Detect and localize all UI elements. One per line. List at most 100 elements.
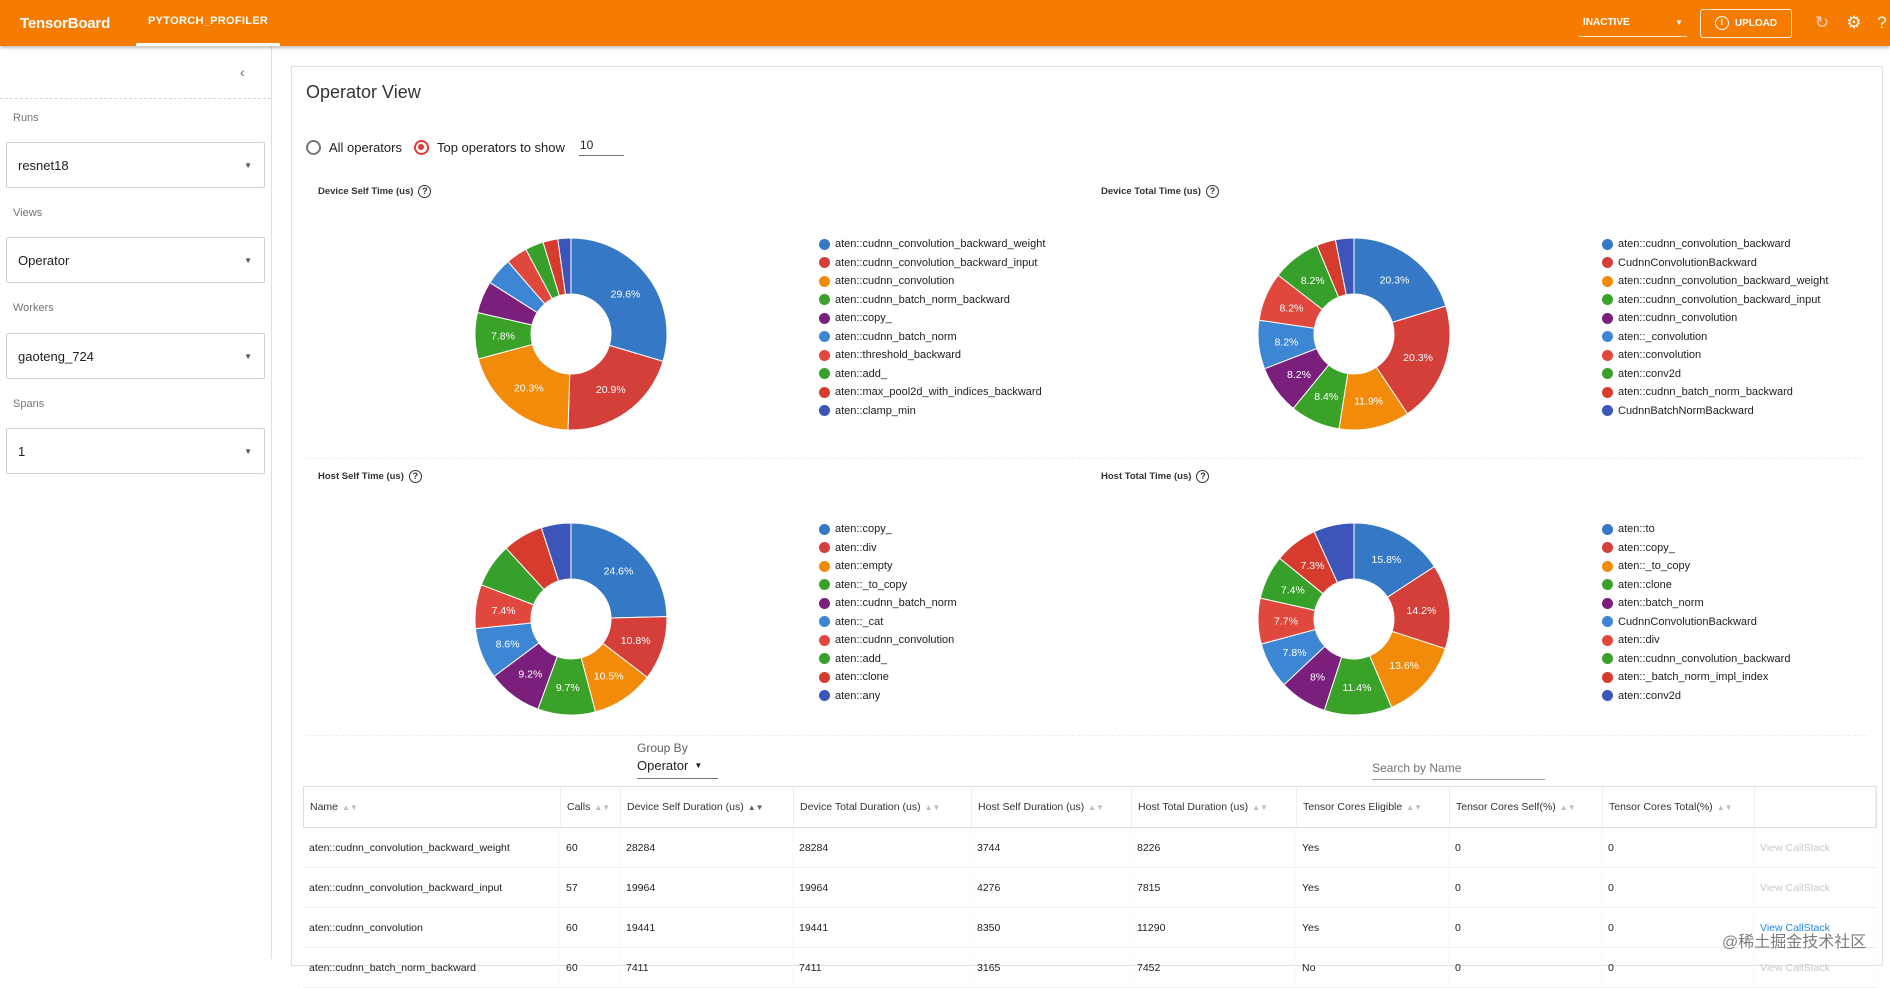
pie-slice[interactable] (540, 522, 572, 582)
legend-item[interactable]: aten::_to_copy (1602, 557, 1790, 576)
legend-item[interactable]: aten::cudnn_batch_norm_backward (1602, 383, 1828, 402)
legend-item[interactable]: aten::add_ (819, 365, 1045, 384)
sort-icon[interactable]: ▲▼ (1088, 802, 1105, 812)
pie-slice-label: 7.8% (1283, 647, 1307, 659)
views-select[interactable]: Operator ▼ (6, 237, 265, 283)
table-row[interactable]: aten::cudnn_batch_norm_backward 60 7411 741… (303, 948, 1877, 988)
radio-all-operators[interactable] (306, 139, 321, 155)
legend-item[interactable]: aten::cudnn_batch_norm (819, 328, 1045, 347)
pie-slice[interactable] (1375, 305, 1451, 415)
legend-item[interactable]: aten::copy_ (1602, 539, 1790, 558)
legend-item[interactable]: aten::conv2d (1602, 687, 1790, 706)
sort-icon[interactable]: ▲▼ (1252, 802, 1268, 812)
pie-slice[interactable] (567, 344, 664, 431)
spans-select[interactable]: 1 ▼ (6, 428, 265, 474)
column-header-tc-self[interactable]: Tensor Cores Self(%) ▲▼ (1450, 787, 1603, 827)
column-header-tc-eligible[interactable]: Tensor Cores Eligible ▲▼ (1297, 787, 1450, 827)
column-header-device-self[interactable]: Device Self Duration (us) ▲▼ (621, 787, 794, 827)
column-header-name[interactable]: Name ▲▼ (304, 787, 561, 827)
legend-item[interactable]: aten::cudnn_convolution (819, 272, 1045, 291)
legend-item[interactable]: aten::cudnn_convolution_backward_weight (819, 235, 1045, 254)
legend-item[interactable]: aten::cudnn_convolution_backward (1602, 650, 1790, 669)
legend-item[interactable]: CudnnConvolutionBackward (1602, 254, 1828, 273)
legend-item[interactable]: aten::cudnn_batch_norm (819, 594, 957, 613)
workers-select[interactable]: gaoteng_724 ▼ (6, 333, 265, 379)
pie-slice-label: 9.2% (518, 669, 542, 681)
legend-item[interactable]: aten::cudnn_convolution_backward_input (819, 254, 1045, 273)
group-by-select[interactable]: Operator ▼ (637, 758, 702, 773)
legend-item[interactable]: aten::clone (1602, 576, 1790, 595)
runs-select[interactable]: resnet18 ▼ (6, 142, 265, 188)
legend-item[interactable]: aten::any (819, 687, 957, 706)
legend-item[interactable]: aten::copy_ (819, 309, 1045, 328)
pie-slice[interactable] (570, 237, 668, 362)
table-row[interactable]: aten::cudnn_convolution_backward_weight 6… (303, 828, 1877, 868)
help-icon[interactable]: ? (408, 470, 422, 483)
legend-item[interactable]: aten::add_ (819, 650, 957, 669)
help-icon[interactable]: ? (1205, 185, 1219, 198)
legend-item[interactable]: aten::div (1602, 631, 1790, 650)
view-callstack-link[interactable]: View CallStack (1754, 868, 1875, 907)
upload-button[interactable]: i UPLOAD (1700, 8, 1792, 38)
column-header-tc-total[interactable]: Tensor Cores Total(%) ▲▼ (1603, 787, 1755, 827)
column-header-device-total[interactable]: Device Total Duration (us) ▲▼ (794, 787, 972, 827)
legend-dot-icon (1602, 275, 1613, 287)
table-row[interactable]: aten::cudnn_convolution 60 19441 19441 8350 1… (303, 908, 1877, 948)
radio-top-operators[interactable] (413, 139, 429, 155)
column-header-host-self[interactable]: Host Self Duration (us) ▲▼ (972, 787, 1132, 827)
legend-item[interactable]: aten::threshold_backward (819, 346, 1045, 365)
help-icon[interactable]: ? (418, 185, 432, 198)
table-row[interactable]: aten::cudnn_convolution_backward_input 57… (303, 868, 1877, 908)
legend-item[interactable]: aten::cudnn_convolution_backward_input (1602, 291, 1828, 310)
sort-icon[interactable]: ▲▼ (1716, 802, 1733, 812)
legend-item[interactable]: aten::cudnn_batch_norm_backward (819, 291, 1045, 310)
pie-slice[interactable] (570, 522, 668, 619)
column-header-host-total[interactable]: Host Total Duration (us) ▲▼ (1132, 787, 1297, 827)
refresh-icon[interactable]: ↻ (1814, 13, 1830, 32)
help-icon[interactable]: ? (1877, 13, 1887, 32)
legend-item[interactable]: aten::clamp_min (819, 402, 1045, 421)
collapse-sidebar-icon[interactable]: ‹ (240, 64, 245, 80)
top-operators-input[interactable]: 10 (578, 138, 624, 156)
reload-status-select[interactable]: INACTIVE ▼ (1579, 9, 1687, 37)
legend-item[interactable]: aten::_cat (819, 613, 957, 632)
legend-item[interactable]: CudnnConvolutionBackward (1602, 613, 1790, 632)
legend-item[interactable]: aten::_convolution (1602, 328, 1828, 347)
legend-item[interactable]: aten::batch_norm (1602, 594, 1790, 613)
view-callstack-link[interactable]: View CallStack (1754, 828, 1875, 867)
sort-icon[interactable]: ▲▼ (342, 802, 358, 812)
pie-slice[interactable] (557, 237, 572, 295)
sort-icon[interactable]: ▲▼ (747, 802, 764, 812)
legend-item[interactable]: aten::empty (819, 557, 957, 576)
tab-pytorch-profiler[interactable]: PYTORCH_PROFILER (136, 0, 281, 46)
legend-item[interactable]: aten::to (1602, 520, 1790, 539)
pie-slice[interactable] (477, 343, 571, 431)
pie-slice[interactable] (1334, 237, 1355, 296)
legend-item[interactable]: aten::copy_ (819, 520, 957, 539)
pie-slice[interactable] (1353, 237, 1447, 323)
sort-icon[interactable]: ▲▼ (924, 802, 941, 812)
sort-icon[interactable]: ▲▼ (594, 802, 611, 812)
legend-item[interactable]: aten::max_pool2d_with_indices_backward (819, 383, 1045, 402)
legend-item[interactable]: aten::cudnn_convolution_backward_weight (1602, 272, 1828, 291)
legend-item[interactable]: aten::cudnn_convolution_backward (1602, 235, 1828, 254)
legend-item[interactable]: aten::conv2d (1602, 365, 1828, 384)
view-callstack-link[interactable]: View CallStack (1754, 948, 1875, 987)
legend-item[interactable]: aten::clone (819, 668, 957, 687)
legend-item[interactable]: aten::convolution (1602, 346, 1828, 365)
legend-item[interactable]: aten::div (819, 539, 957, 558)
settings-icon[interactable]: ⚙ (1846, 13, 1862, 32)
pie-slice[interactable] (1313, 522, 1355, 584)
sort-icon[interactable]: ▲▼ (1406, 802, 1423, 812)
search-input[interactable]: Search by Name (1372, 761, 1462, 775)
legend-item[interactable]: aten::_to_copy (819, 576, 957, 595)
legend-item[interactable]: aten::cudnn_convolution (1602, 309, 1828, 328)
sort-icon[interactable]: ▲▼ (1559, 802, 1576, 812)
legend-item[interactable]: aten::cudnn_convolution (819, 631, 957, 650)
column-header-calls[interactable]: Calls ▲▼ (561, 787, 621, 827)
legend-item[interactable]: aten::_batch_norm_impl_index (1602, 668, 1790, 687)
view-callstack-link[interactable]: View CallStack (1754, 908, 1875, 947)
legend-item[interactable]: CudnnBatchNormBackward (1602, 402, 1828, 421)
dropdown-arrow-icon: ▼ (244, 351, 252, 361)
help-icon[interactable]: ? (1196, 470, 1210, 483)
